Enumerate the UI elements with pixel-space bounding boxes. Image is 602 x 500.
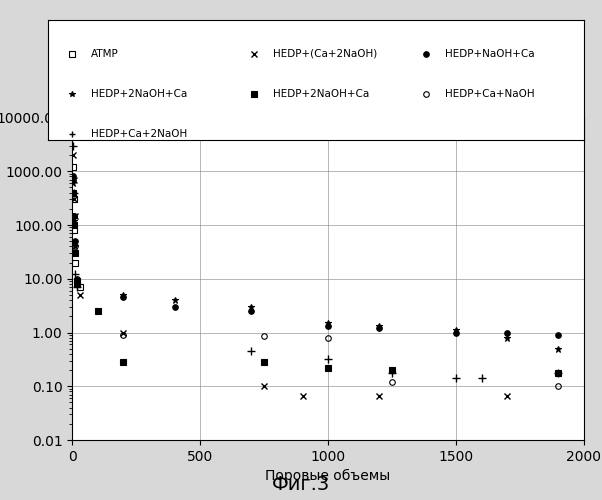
Text: HEDP+Ca+2NaOH: HEDP+Ca+2NaOH (91, 129, 187, 139)
X-axis label: Поровые объемы: Поровые объемы (265, 470, 391, 484)
Text: HEDP+(Ca+2NaOH): HEDP+(Ca+2NaOH) (273, 48, 377, 58)
Text: ATMP: ATMP (91, 48, 119, 58)
Text: HEDP+NaOH+Ca: HEDP+NaOH+Ca (445, 48, 534, 58)
Text: HEDP+2NaOH+Ca: HEDP+2NaOH+Ca (273, 90, 370, 100)
Text: Фиг.3: Фиг.3 (272, 476, 330, 494)
Text: HEDP+2NaOH+Ca: HEDP+2NaOH+Ca (91, 90, 187, 100)
Text: HEDP+Ca+NaOH: HEDP+Ca+NaOH (445, 90, 534, 100)
